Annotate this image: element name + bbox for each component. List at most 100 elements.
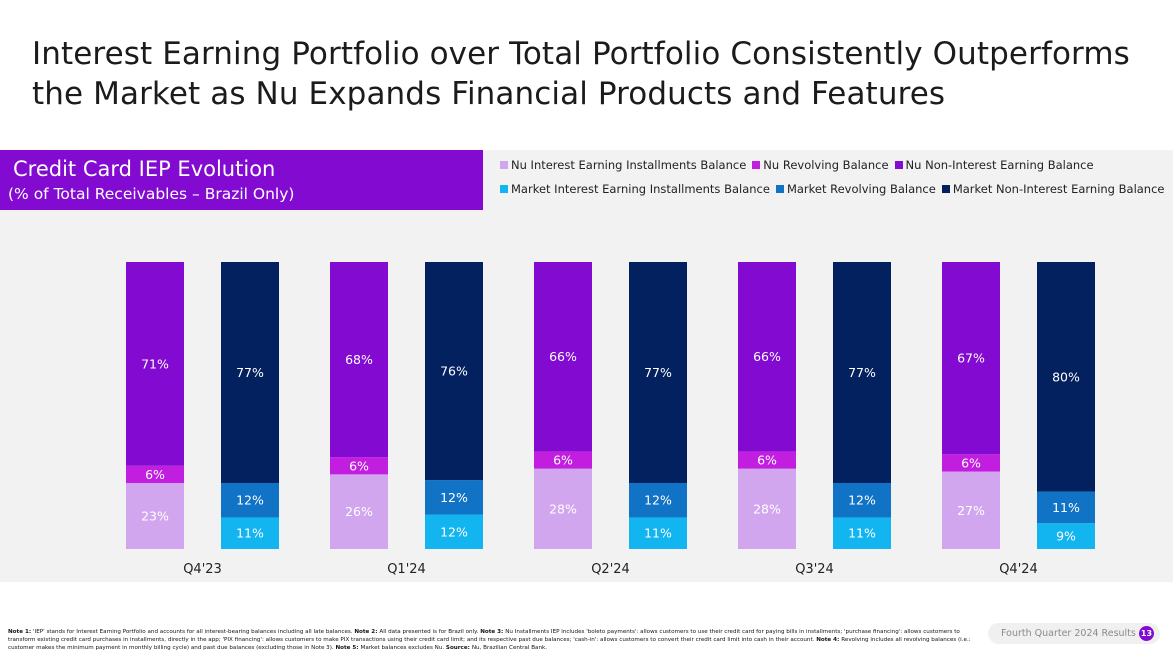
bar-value-label: 11% bbox=[236, 526, 264, 541]
bar-segment bbox=[534, 468, 592, 549]
bar-segment bbox=[534, 262, 592, 452]
footer-label: Fourth Quarter 2024 Results bbox=[1001, 628, 1136, 639]
legend-label: Market Non-Interest Earning Balance bbox=[952, 182, 1165, 196]
legend-item: Market Revolving Balance bbox=[775, 182, 936, 196]
legend-label: Nu Interest Earning Installments Balance bbox=[511, 158, 747, 172]
legend-label: Market Revolving Balance bbox=[786, 182, 936, 196]
bar-segment bbox=[1037, 491, 1095, 524]
bar-value-label: 23% bbox=[141, 508, 169, 523]
bar-value-label: 80% bbox=[1052, 369, 1080, 384]
category-label: Q3'24 bbox=[795, 562, 834, 577]
legend-row: Market Interest Earning Installments Bal… bbox=[500, 182, 1171, 196]
bar-value-label: 28% bbox=[753, 501, 781, 516]
bar-value-label: 6% bbox=[145, 467, 165, 482]
bar-value-label: 67% bbox=[957, 351, 985, 366]
bar-value-label: 71% bbox=[141, 356, 169, 371]
bar-segment bbox=[534, 451, 592, 469]
bar-segment bbox=[425, 262, 483, 481]
bar-value-label: 77% bbox=[644, 365, 672, 380]
bar-segment bbox=[1037, 262, 1095, 492]
legend-row: Nu Interest Earning Installments Balance… bbox=[500, 158, 1100, 172]
category-label: Q4'24 bbox=[999, 562, 1038, 577]
legend-item: Market Interest Earning Installments Bal… bbox=[500, 182, 770, 196]
bar-segment bbox=[833, 517, 891, 549]
bar-value-label: 12% bbox=[644, 493, 672, 508]
title-line-2: the Market as Nu Expands Financial Produ… bbox=[32, 76, 946, 112]
footnote-text: Revolving includes all revolving balance… bbox=[8, 637, 971, 651]
bar-value-label: 76% bbox=[440, 364, 468, 379]
footnote-label: Note 4: bbox=[816, 637, 842, 643]
legend-label: Market Interest Earning Installments Bal… bbox=[511, 182, 770, 196]
bar-segment bbox=[221, 482, 279, 518]
bar-value-label: 66% bbox=[753, 349, 781, 364]
bar-value-label: 12% bbox=[236, 493, 264, 508]
footer-pill: Fourth Quarter 2024 Results 13 bbox=[988, 623, 1160, 644]
bar-value-label: 11% bbox=[1052, 500, 1080, 515]
legend-swatch bbox=[500, 161, 508, 169]
title-line-1: Interest Earning Portfolio over Total Po… bbox=[32, 36, 1130, 72]
bar-value-label: 68% bbox=[345, 352, 373, 367]
footnote-text: Nu, Brazilian Central Bank. bbox=[471, 645, 548, 651]
page-number: 13 bbox=[1139, 626, 1154, 641]
footnote-text: Market balances excludes Nu. bbox=[360, 645, 446, 651]
legend-item: Nu Revolving Balance bbox=[752, 158, 889, 172]
bar-segment bbox=[942, 454, 1000, 472]
bar-value-label: 27% bbox=[957, 503, 985, 518]
chart-badge: Credit Card IEP Evolution (% of Total Re… bbox=[0, 150, 483, 210]
bar-segment bbox=[221, 262, 279, 483]
bar-value-label: 11% bbox=[644, 526, 672, 541]
legend-swatch bbox=[941, 185, 950, 193]
bar-segment bbox=[1037, 523, 1095, 549]
footnote-label: Note 1: bbox=[8, 629, 34, 635]
bar-value-label: 6% bbox=[757, 453, 777, 468]
bar-value-label: 28% bbox=[549, 501, 577, 516]
legend-swatch bbox=[894, 161, 903, 169]
legend-item: Nu Non-Interest Earning Balance bbox=[894, 158, 1094, 172]
bar-segment bbox=[833, 482, 891, 518]
bar-value-label: 77% bbox=[236, 365, 264, 380]
bar-segment bbox=[942, 262, 1000, 455]
footnote-label: Note 5: bbox=[335, 645, 361, 651]
bar-segment bbox=[126, 262, 184, 466]
bar-value-label: 9% bbox=[1056, 529, 1076, 544]
category-label: Q2'24 bbox=[591, 562, 630, 577]
bar-segment bbox=[833, 262, 891, 483]
bar-value-label: 12% bbox=[848, 493, 876, 508]
bar-segment bbox=[330, 474, 388, 549]
bar-segment bbox=[330, 262, 388, 458]
legend-swatch bbox=[500, 185, 508, 193]
bar-segment bbox=[629, 262, 687, 483]
page-title: Interest Earning Portfolio over Total Po… bbox=[32, 34, 1152, 114]
legend-label: Nu Non-Interest Earning Balance bbox=[905, 158, 1094, 172]
bar-segment bbox=[126, 465, 184, 483]
bar-segment bbox=[738, 468, 796, 549]
bar-segment bbox=[330, 457, 388, 475]
footnote-text: Nu Installments IEP includes 'boleto pay… bbox=[8, 629, 960, 643]
bar-segment bbox=[126, 482, 184, 549]
badge-title: Credit Card IEP Evolution bbox=[13, 157, 276, 181]
footnote-label: Source: bbox=[445, 645, 472, 651]
legend-swatch bbox=[752, 161, 761, 169]
legend-item: Market Non-Interest Earning Balance bbox=[941, 182, 1165, 196]
badge-subtitle: (% of Total Receivables – Brazil Only) bbox=[8, 185, 295, 203]
bar-value-label: 12% bbox=[440, 490, 468, 505]
category-label: Q1'24 bbox=[387, 562, 426, 577]
bar-segment bbox=[738, 451, 796, 469]
legend-label: Nu Revolving Balance bbox=[763, 158, 889, 172]
bar-segment bbox=[629, 482, 687, 518]
bar-value-label: 11% bbox=[848, 526, 876, 541]
legend-item: Nu Interest Earning Installments Balance bbox=[500, 158, 746, 172]
legend-swatch bbox=[775, 185, 784, 193]
bar-segment bbox=[629, 517, 687, 549]
bar-segment bbox=[942, 471, 1000, 549]
bar-value-label: 77% bbox=[848, 365, 876, 380]
footnote-label: Note 3: bbox=[480, 629, 506, 635]
footnote: Note 1: 'IEP' stands for Interest Earnin… bbox=[8, 628, 980, 652]
category-label: Q4'23 bbox=[183, 562, 222, 577]
bar-value-label: 6% bbox=[553, 453, 573, 468]
bar-value-label: 12% bbox=[440, 524, 468, 539]
bar-segment bbox=[221, 517, 279, 549]
bar-segment bbox=[738, 262, 796, 452]
bar-segment bbox=[425, 514, 483, 549]
